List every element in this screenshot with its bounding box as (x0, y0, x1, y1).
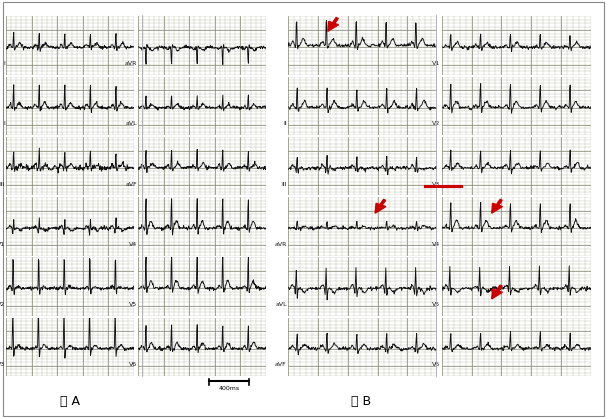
Text: 400ms: 400ms (219, 386, 240, 391)
Text: V3: V3 (0, 362, 5, 367)
Text: 图 B: 图 B (351, 395, 371, 408)
Text: aVL: aVL (126, 121, 137, 126)
Text: V2: V2 (0, 302, 5, 307)
Text: V2: V2 (432, 121, 441, 126)
Text: V6: V6 (129, 362, 137, 367)
Text: V4: V4 (129, 242, 137, 247)
Text: II: II (283, 121, 287, 126)
Text: aVR: aVR (125, 61, 137, 66)
Text: V6: V6 (432, 362, 441, 367)
Text: aVR: aVR (274, 242, 287, 247)
Text: V1: V1 (0, 242, 5, 247)
Text: V5: V5 (432, 302, 441, 307)
Text: aVF: aVF (126, 182, 137, 186)
Text: III: III (0, 182, 5, 186)
Text: V4: V4 (432, 242, 441, 247)
Text: V5: V5 (129, 302, 137, 307)
Text: V1: V1 (432, 61, 441, 66)
Text: V3: V3 (432, 182, 441, 186)
Text: I: I (3, 121, 5, 126)
Text: aVL: aVL (275, 302, 287, 307)
Text: aVF: aVF (275, 362, 287, 367)
Text: I: I (3, 61, 5, 66)
Text: 图 A: 图 A (60, 395, 80, 408)
Text: III: III (281, 182, 287, 186)
